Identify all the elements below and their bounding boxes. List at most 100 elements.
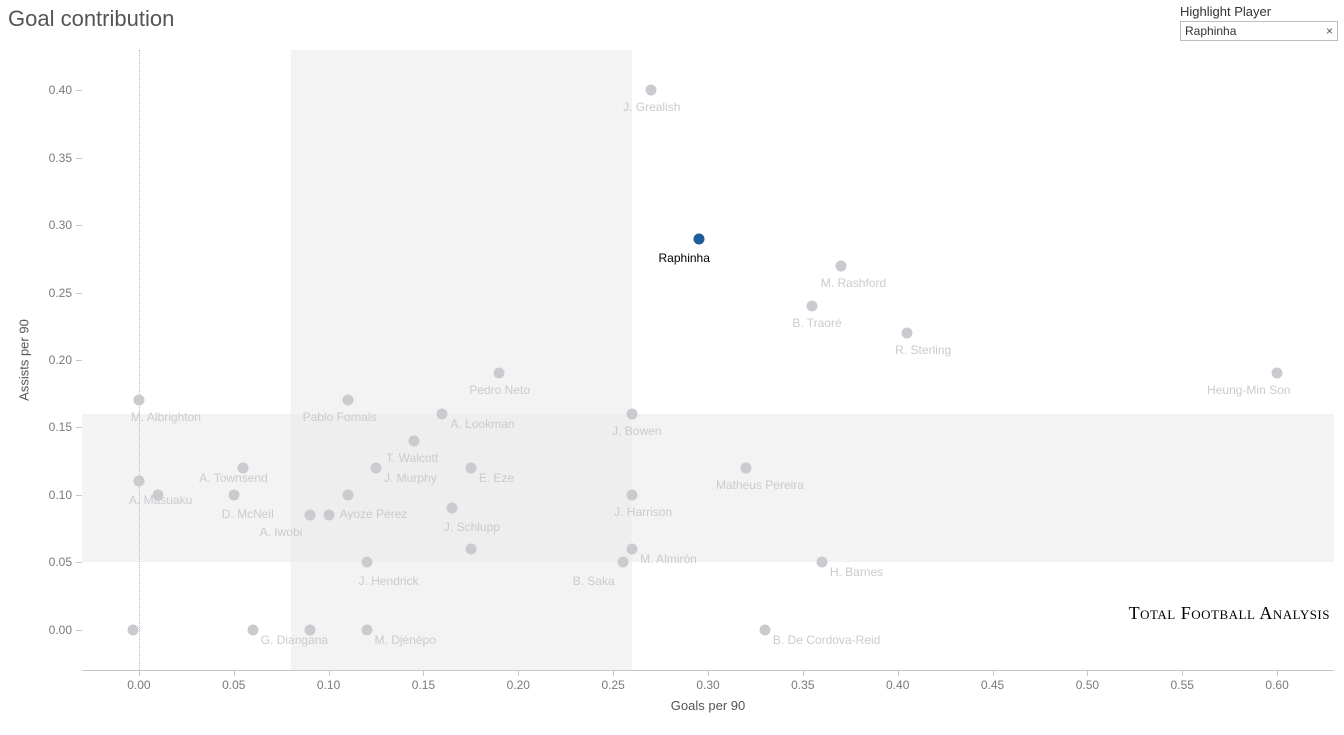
highlight-player-select[interactable]: Raphinha × <box>1180 21 1338 41</box>
point-label: J. Hendrick <box>359 574 419 588</box>
y-tick <box>76 158 82 159</box>
x-tick <box>613 670 614 676</box>
y-tick-label: 0.10 <box>42 488 72 502</box>
y-tick-label: 0.30 <box>42 218 72 232</box>
scatter-point[interactable] <box>494 368 505 379</box>
point-label: J. Murphy <box>384 471 437 485</box>
point-label: A. Lookman <box>450 417 514 431</box>
x-tick <box>1182 670 1183 676</box>
point-label: Matheus Pereira <box>716 478 804 492</box>
x-tick-label: 0.45 <box>981 678 1004 692</box>
scatter-point[interactable] <box>408 435 419 446</box>
scatter-point[interactable] <box>128 624 139 635</box>
close-icon[interactable]: × <box>1326 25 1333 37</box>
highlight-player-value: Raphinha <box>1185 24 1236 38</box>
y-tick-label: 0.40 <box>42 83 72 97</box>
highlight-player-label: Highlight Player <box>1180 4 1338 19</box>
x-tick <box>423 670 424 676</box>
scatter-point[interactable] <box>304 624 315 635</box>
scatter-point[interactable] <box>247 624 258 635</box>
x-tick-label: 0.35 <box>791 678 814 692</box>
point-label: D. McNeil <box>222 507 274 521</box>
x-tick <box>898 670 899 676</box>
point-label: H. Barnes <box>830 565 883 579</box>
y-tick-label: 0.20 <box>42 353 72 367</box>
point-label: M. Rashford <box>821 276 886 290</box>
x-tick-label: 0.50 <box>1076 678 1099 692</box>
x-tick-label: 0.00 <box>127 678 150 692</box>
scatter-plot: 0.000.050.100.150.200.250.300.350.400.45… <box>82 50 1334 670</box>
scatter-point[interactable] <box>465 462 476 473</box>
y-tick-label: 0.00 <box>42 623 72 637</box>
y-tick <box>76 225 82 226</box>
point-label: B. Traoré <box>792 316 841 330</box>
scatter-point[interactable] <box>902 328 913 339</box>
highlight-player-panel: Highlight Player Raphinha × <box>1180 4 1338 41</box>
chart-title: Goal contribution <box>8 6 174 32</box>
scatter-point[interactable] <box>627 489 638 500</box>
scatter-point[interactable] <box>323 510 334 521</box>
scatter-point[interactable] <box>446 503 457 514</box>
scatter-point[interactable] <box>152 489 163 500</box>
scatter-point[interactable] <box>617 557 628 568</box>
x-tick-label: 0.40 <box>886 678 909 692</box>
scatter-point[interactable] <box>759 624 770 635</box>
scatter-point[interactable] <box>228 489 239 500</box>
point-label: M. Albrighton <box>131 410 201 424</box>
point-label: Raphinha <box>659 251 710 265</box>
point-label: G. Diangana <box>261 633 328 647</box>
x-tick <box>803 670 804 676</box>
x-tick <box>234 670 235 676</box>
scatter-point[interactable] <box>740 462 751 473</box>
x-tick-label: 0.60 <box>1265 678 1288 692</box>
y-tick <box>76 495 82 496</box>
scatter-point[interactable] <box>835 260 846 271</box>
scatter-point[interactable] <box>627 408 638 419</box>
y-axis-title: Assists per 90 <box>17 319 32 401</box>
point-label: R. Sterling <box>895 343 951 357</box>
scatter-point[interactable] <box>342 395 353 406</box>
y-tick <box>76 630 82 631</box>
point-label: A. Iwobi <box>260 525 303 539</box>
scatter-point[interactable] <box>133 476 144 487</box>
point-label: A. Townsend <box>199 471 268 485</box>
x-axis-title: Goals per 90 <box>671 698 745 713</box>
y-tick-label: 0.25 <box>42 286 72 300</box>
x-tick <box>1087 670 1088 676</box>
watermark: Total Football Analysis <box>1129 603 1330 624</box>
point-label: E. Eze <box>479 471 514 485</box>
scatter-point[interactable] <box>304 510 315 521</box>
scatter-point[interactable] <box>807 301 818 312</box>
scatter-point[interactable] <box>133 395 144 406</box>
shaded-band-horizontal <box>82 414 1334 562</box>
y-tick-label: 0.15 <box>42 420 72 434</box>
point-label: Pedro Neto <box>469 383 530 397</box>
point-label: Pablo Fornals <box>303 410 377 424</box>
point-label: T. Walcott <box>386 451 438 465</box>
scatter-point[interactable] <box>627 543 638 554</box>
x-tick <box>139 670 140 676</box>
scatter-point[interactable] <box>646 85 657 96</box>
scatter-point[interactable] <box>371 462 382 473</box>
scatter-point[interactable] <box>437 408 448 419</box>
zero-line <box>139 50 140 670</box>
scatter-point[interactable] <box>1272 368 1283 379</box>
scatter-point[interactable] <box>465 543 476 554</box>
highlighted-point[interactable] <box>693 233 704 244</box>
point-label: J. Harrison <box>614 505 672 519</box>
y-tick <box>76 427 82 428</box>
x-tick-label: 0.10 <box>317 678 340 692</box>
x-tick-label: 0.30 <box>696 678 719 692</box>
x-tick-label: 0.25 <box>601 678 624 692</box>
scatter-point[interactable] <box>342 489 353 500</box>
y-tick <box>76 562 82 563</box>
x-tick-label: 0.05 <box>222 678 245 692</box>
point-label: J. Bowen <box>612 424 661 438</box>
x-tick <box>708 670 709 676</box>
scatter-point[interactable] <box>361 557 372 568</box>
y-tick <box>76 360 82 361</box>
point-label: Heung-Min Son <box>1207 383 1290 397</box>
x-tick-label: 0.20 <box>507 678 530 692</box>
scatter-point[interactable] <box>816 557 827 568</box>
scatter-point[interactable] <box>361 624 372 635</box>
